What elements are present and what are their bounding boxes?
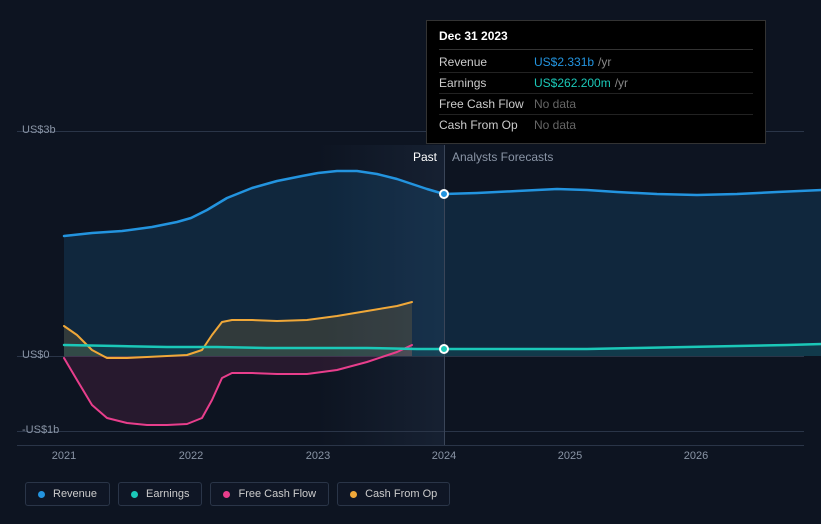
x-tick: 2024 — [432, 450, 456, 462]
tooltip-row-nodata: No data — [534, 97, 576, 111]
tooltip-row: RevenueUS$2.331b/yr — [439, 52, 753, 73]
tooltip-row: Cash From OpNo data — [439, 115, 753, 135]
legend-label: Cash From Op — [365, 488, 437, 500]
legend-label: Earnings — [146, 488, 189, 500]
tooltip-row-suffix: /yr — [598, 55, 611, 69]
y-tick-3b: US$3b — [22, 124, 56, 136]
legend-dot — [38, 491, 45, 498]
series-marker — [439, 344, 449, 354]
legend-label: Free Cash Flow — [238, 488, 316, 500]
tooltip-row-nodata: No data — [534, 118, 576, 132]
x-tick: 2026 — [684, 450, 708, 462]
x-tick: 2025 — [558, 450, 582, 462]
series-marker — [439, 189, 449, 199]
tooltip-row-label: Earnings — [439, 76, 534, 90]
legend: Revenue Earnings Free Cash Flow Cash From O… — [25, 482, 450, 506]
tooltip-date: Dec 31 2023 — [439, 29, 753, 50]
legend-dot — [223, 491, 230, 498]
chart-tooltip: Dec 31 2023 RevenueUS$2.331b/yrEarningsU… — [426, 20, 766, 144]
tooltip-row-value: US$2.331b — [534, 55, 594, 69]
legend-item-cash-from-op[interactable]: Cash From Op — [337, 482, 450, 506]
y-tick-0: US$0 — [22, 349, 50, 361]
tooltip-row-label: Revenue — [439, 55, 534, 69]
forecast-section-label: Analysts Forecasts — [452, 150, 553, 164]
x-tick: 2021 — [52, 450, 76, 462]
legend-item-earnings[interactable]: Earnings — [118, 482, 202, 506]
legend-dot — [350, 491, 357, 498]
tooltip-row: EarningsUS$262.200m/yr — [439, 73, 753, 94]
legend-label: Revenue — [53, 488, 97, 500]
tooltip-row-label: Free Cash Flow — [439, 97, 534, 111]
x-tick: 2022 — [179, 450, 203, 462]
legend-item-free-cash-flow[interactable]: Free Cash Flow — [210, 482, 329, 506]
tooltip-row: Free Cash FlowNo data — [439, 94, 753, 115]
x-tick: 2023 — [306, 450, 330, 462]
tooltip-row-label: Cash From Op — [439, 118, 534, 132]
tooltip-row-suffix: /yr — [615, 76, 628, 90]
legend-item-revenue[interactable]: Revenue — [25, 482, 110, 506]
legend-dot — [131, 491, 138, 498]
past-section-label: Past — [413, 150, 437, 164]
y-tick-neg1b: -US$1b — [22, 424, 59, 436]
tooltip-row-value: US$262.200m — [534, 76, 611, 90]
